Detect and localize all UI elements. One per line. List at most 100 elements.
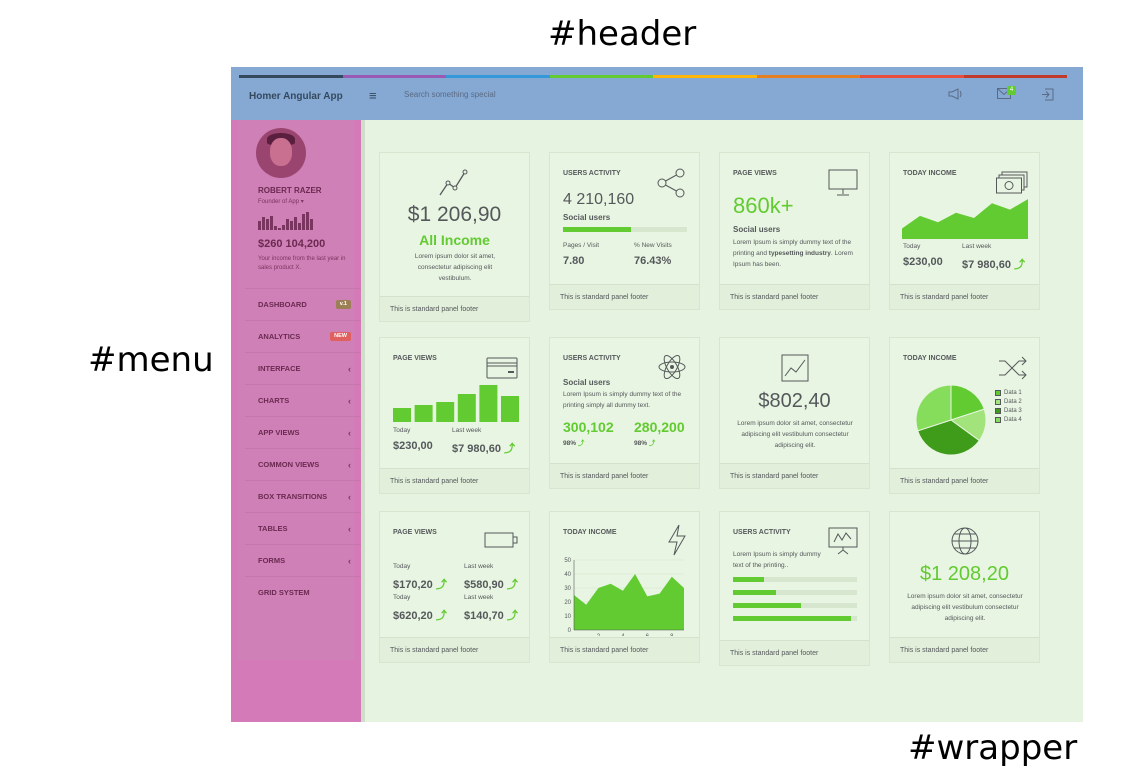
wrapper-divider xyxy=(361,120,365,722)
stat-label: Last week xyxy=(962,243,992,250)
header: Homer Angular App ≡ Search something spe… xyxy=(231,67,1083,120)
bar-mark xyxy=(457,394,476,422)
stat-value-text: $7 980,60 xyxy=(452,443,501,455)
progress-fill xyxy=(733,603,802,608)
sparkline-bar xyxy=(266,219,269,230)
stat-label: Today xyxy=(903,243,921,250)
income-area-chart xyxy=(902,199,1028,239)
money-icon xyxy=(996,171,1028,200)
menu-item-app-views[interactable]: APP VIEWS ‹ xyxy=(245,416,361,448)
trend-up-icon: ⤴ xyxy=(506,579,518,591)
stat-value-text: $170,20 xyxy=(393,579,433,591)
menu-item-charts[interactable]: CHARTS ‹ xyxy=(245,384,361,416)
users-count-b: 280,200 xyxy=(634,419,685,435)
share-icon xyxy=(656,168,686,203)
users-value: 4 210,160 xyxy=(563,191,635,208)
pie-slice xyxy=(915,384,952,432)
sparkline-bar xyxy=(262,217,265,230)
globe-value: $1 208,20 xyxy=(920,563,1009,585)
stat-value-text: $580,90 xyxy=(464,579,504,591)
menu-item-tables[interactable]: TABLES ‹ xyxy=(245,512,361,544)
chevron-left-icon: ‹ xyxy=(348,396,351,406)
profile-sparkline xyxy=(258,212,334,230)
globe-icon xyxy=(950,526,980,561)
panel-title: TODAY INCOME xyxy=(903,355,957,362)
menu-item-dashboard[interactable]: DASHBOARD v.1 xyxy=(245,288,361,320)
logout-icon[interactable] xyxy=(1041,88,1054,104)
panel-page-views-1: PAGE VIEWS 860k+ Social users Lorem Ipsu… xyxy=(719,152,870,310)
menu-item-analytics[interactable]: ANALYTICS NEW xyxy=(245,320,361,352)
sparkline-bar xyxy=(302,213,305,230)
megaphone-icon[interactable] xyxy=(948,88,964,103)
pie-slice xyxy=(950,384,985,421)
menu-item-label: CHARTS xyxy=(258,396,290,405)
stat-value: 76.43% xyxy=(634,255,672,267)
menu-item-box-transitions[interactable]: BOX TRANSITIONS ‹ xyxy=(245,480,361,512)
menu-item-common-views[interactable]: COMMON VIEWS ‹ xyxy=(245,448,361,480)
brand-title[interactable]: Homer Angular App xyxy=(249,91,343,102)
legend-swatch xyxy=(995,389,1001,396)
pie-legend: Data 1 Data 2 Data 3 Data 4 xyxy=(995,388,1022,424)
y-tick-label: 40 xyxy=(564,572,571,578)
panel-users-activity-1: USERS ACTIVITY 4 210,160 Social users Pa… xyxy=(549,152,700,310)
income-pie-chart xyxy=(915,384,987,456)
panel-title: PAGE VIEWS xyxy=(393,529,437,536)
panel-page-views-2: PAGE VIEWS Today $230,00 Last week $7 98… xyxy=(379,337,530,494)
trend-up-icon: ⤴ xyxy=(435,610,447,622)
trend-up-icon: ⤴ xyxy=(1014,259,1025,271)
sparkline-bar xyxy=(290,221,293,230)
pie-slice xyxy=(917,419,981,456)
profile-role-label: Founder of App xyxy=(258,199,300,205)
progress-fill xyxy=(733,590,777,595)
description-text: Lorem Ipsum is simply dummy text of the … xyxy=(733,239,852,257)
stat-label: Pages / Visit xyxy=(563,242,600,249)
chevron-left-icon: ‹ xyxy=(348,524,351,534)
users-description: Lorem Ipsum is simply dummy text of the … xyxy=(563,391,682,409)
panel-title: USERS ACTIVITY xyxy=(563,355,621,362)
menu-item-label: GRID SYSTEM xyxy=(258,588,310,597)
legend-swatch xyxy=(995,416,1001,423)
description-bold-text: typesetting industry xyxy=(768,250,831,257)
progress-fill xyxy=(733,577,764,582)
page-views-description: Lorem Ipsum is simply dummy text of the … xyxy=(733,237,858,270)
users-description: Lorem Ipsum is simply dummy text of the … xyxy=(733,551,821,569)
sparkline-bar xyxy=(298,222,301,230)
page-views-bar-chart xyxy=(393,385,519,422)
nav-menu: DASHBOARD v.1 ANALYTICS NEW INTERFACE ‹ CHARTS… xyxy=(245,288,361,608)
legend-item: Data 3 xyxy=(995,406,1022,415)
income-value: $1 206,90 xyxy=(407,203,502,226)
stats-value: $802,40 xyxy=(758,390,831,412)
menu-item-grid-system[interactable]: GRID SYSTEM xyxy=(245,576,361,608)
stat-label: Today xyxy=(393,563,411,570)
panel-today-income-3: TODAY INCOME 0 10 20 30 40 50 2 4 6 8 This is sta… xyxy=(549,511,700,663)
color-line-segment xyxy=(756,75,860,78)
profile-amount: $260 104,200 xyxy=(258,238,326,250)
menu-item-label: FORMS xyxy=(258,556,286,565)
panel-footer: This is standard panel footer xyxy=(550,463,699,488)
legend-item: Data 2 xyxy=(995,397,1022,406)
progress-fill xyxy=(733,616,851,621)
presentation-icon xyxy=(828,527,858,560)
menu-item-forms[interactable]: FORMS ‹ xyxy=(245,544,361,576)
profile-role[interactable]: Founder of App ▾ xyxy=(258,198,304,205)
color-line-segment xyxy=(653,75,757,78)
menu-item-interface[interactable]: INTERFACE ‹ xyxy=(245,352,361,384)
color-line-segment xyxy=(549,75,653,78)
panel-footer: This is standard panel footer xyxy=(380,637,529,662)
x-tick-label: 8 xyxy=(670,634,674,636)
panel-today-income-1: TODAY INCOME Today $230,00 Last week $7 … xyxy=(889,152,1040,310)
avatar[interactable] xyxy=(256,128,306,178)
shuffle-icon xyxy=(998,356,1028,385)
search-input[interactable]: Search something special xyxy=(404,90,496,99)
mail-badge: 4 xyxy=(1007,86,1016,95)
panel-title: USERS ACTIVITY xyxy=(733,529,791,536)
legend-swatch xyxy=(995,398,1001,405)
stat-value: $7 980,60 ⤴ xyxy=(962,256,1025,272)
legend-label: Data 4 xyxy=(1004,416,1022,423)
panel-users-activity-2: USERS ACTIVITY Social users Lorem Ipsum … xyxy=(549,337,700,489)
panel-title: PAGE VIEWS xyxy=(733,170,777,177)
menu-icon[interactable]: ≡ xyxy=(369,88,377,103)
panel-footer: This is standard panel footer xyxy=(380,468,529,493)
panel-title: USERS ACTIVITY xyxy=(563,170,621,177)
area-shape xyxy=(902,199,1028,239)
